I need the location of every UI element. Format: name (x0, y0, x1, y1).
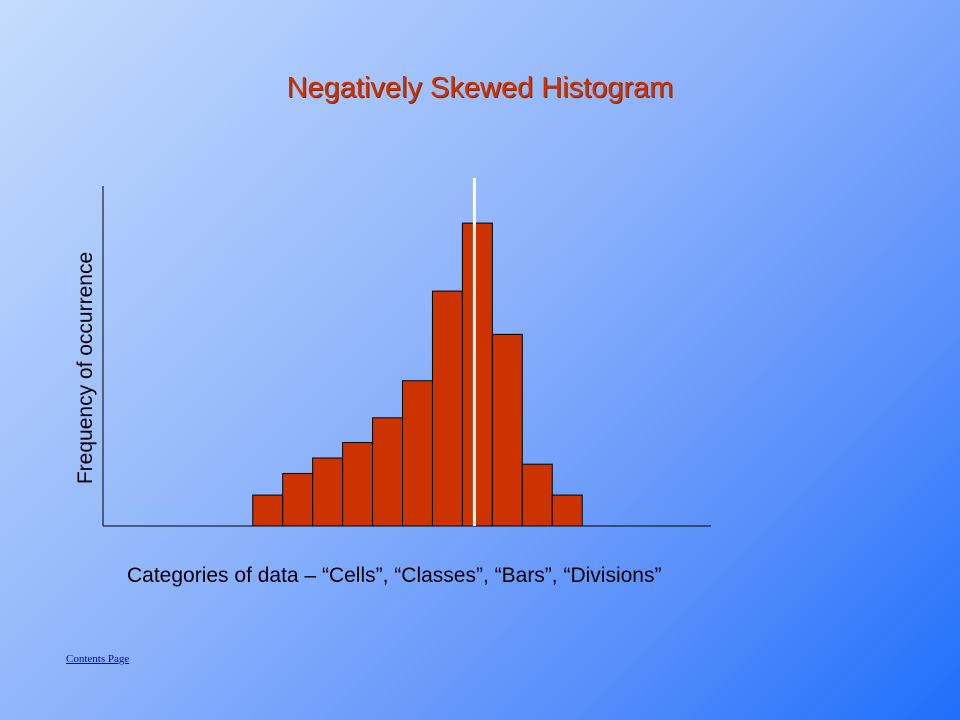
histogram-bar-9 (491, 333, 523, 527)
histogram-bar-1 (252, 494, 284, 527)
histogram-bar-6 (402, 380, 433, 527)
histogram-bar-3 (312, 457, 344, 527)
contents-page-link[interactable]: Contents Page (66, 653, 130, 665)
histogram-bar-10 (521, 463, 553, 527)
x-axis-label: Categories of data – “Cells”, “Classes”,… (127, 564, 662, 587)
histogram-bar-2 (282, 472, 314, 527)
slide-title: Negatively Skewed Histogram (286, 72, 674, 104)
histogram-bar-4 (342, 442, 374, 527)
histogram-bars (252, 222, 583, 527)
histogram-bar-8 (461, 222, 493, 527)
y-axis-label: Frequency of occurrence (74, 251, 97, 485)
histogram-bar-7 (431, 290, 463, 527)
histogram-bar-11 (551, 494, 583, 527)
histogram-bar-5 (372, 417, 404, 527)
